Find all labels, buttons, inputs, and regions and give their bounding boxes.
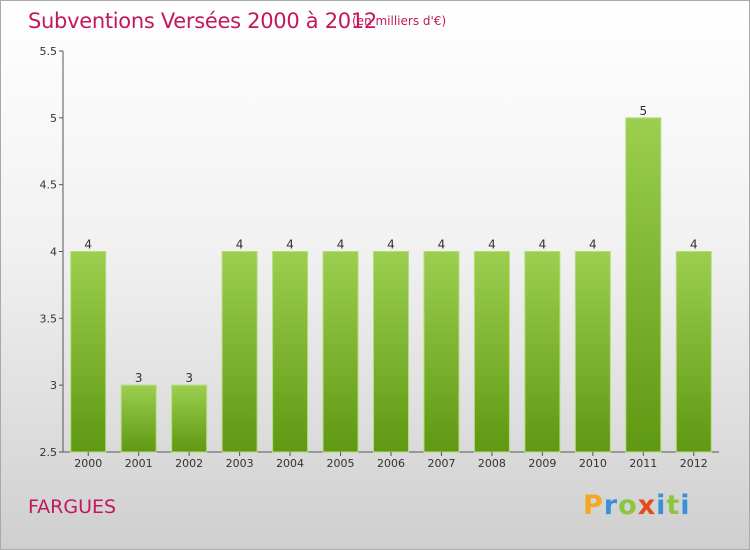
- x-tick-label: 2000: [74, 457, 102, 470]
- bar: [625, 117, 662, 453]
- commune-name: FARGUES: [28, 496, 117, 518]
- data-label: 4: [690, 238, 698, 252]
- proxiti-logo[interactable]: Proxiti: [583, 490, 691, 521]
- data-label: 4: [84, 238, 92, 252]
- logo-letter: o: [618, 490, 638, 521]
- data-label: 4: [387, 238, 395, 252]
- x-tick-label: 2009: [528, 457, 556, 470]
- y-tick-label: 5: [50, 112, 57, 125]
- x-tick-label: 2008: [478, 457, 506, 470]
- bar: [574, 251, 611, 453]
- x-tick-label: 2004: [276, 457, 304, 470]
- x-tick-label: 2012: [680, 457, 708, 470]
- y-tick-label: 2.5: [40, 446, 58, 459]
- data-label: 4: [236, 238, 244, 252]
- logo-letter: x: [637, 490, 657, 521]
- data-label: 4: [488, 238, 496, 252]
- bar: [423, 251, 460, 453]
- bar: [221, 251, 258, 453]
- x-tick-label: 2001: [125, 457, 153, 470]
- data-label: 4: [589, 238, 597, 252]
- x-tick-label: 2011: [629, 457, 657, 470]
- y-tick-label: 4: [50, 246, 57, 259]
- y-tick-label: 5.5: [40, 45, 58, 58]
- bar: [272, 251, 309, 453]
- data-label: 4: [337, 238, 345, 252]
- logo-letter: i: [656, 490, 667, 521]
- bar: [322, 251, 359, 453]
- logo-letter: i: [680, 490, 691, 521]
- data-label: 3: [185, 371, 193, 385]
- logo-letter: P: [583, 490, 604, 521]
- data-label: 4: [539, 238, 547, 252]
- y-tick-label: 3.5: [40, 312, 58, 325]
- x-tick-label: 2007: [427, 457, 455, 470]
- y-tick-label: 3: [50, 379, 57, 392]
- bar: [373, 251, 409, 453]
- data-label: 3: [135, 371, 143, 385]
- x-tick-label: 2003: [226, 457, 254, 470]
- chart-title: Subventions Versées 2000 à 2012: [28, 9, 377, 33]
- x-tick-label: 2005: [327, 457, 355, 470]
- data-label: 4: [438, 238, 446, 252]
- chart-subtitle: (en milliers d'€): [352, 14, 447, 28]
- data-label: 5: [639, 104, 647, 118]
- data-label: 4: [286, 238, 294, 252]
- x-tick-label: 2006: [377, 457, 405, 470]
- bar: [524, 251, 561, 453]
- x-tick-label: 2010: [579, 457, 607, 470]
- logo-letter: t: [666, 490, 681, 521]
- logo-letter: r: [603, 490, 619, 521]
- bar: [171, 384, 208, 453]
- x-tick-label: 2002: [175, 457, 203, 470]
- y-tick-label: 4.5: [40, 179, 58, 192]
- bar: [473, 251, 510, 453]
- bar: [70, 251, 107, 453]
- bar: [120, 384, 157, 453]
- bar: [675, 251, 712, 453]
